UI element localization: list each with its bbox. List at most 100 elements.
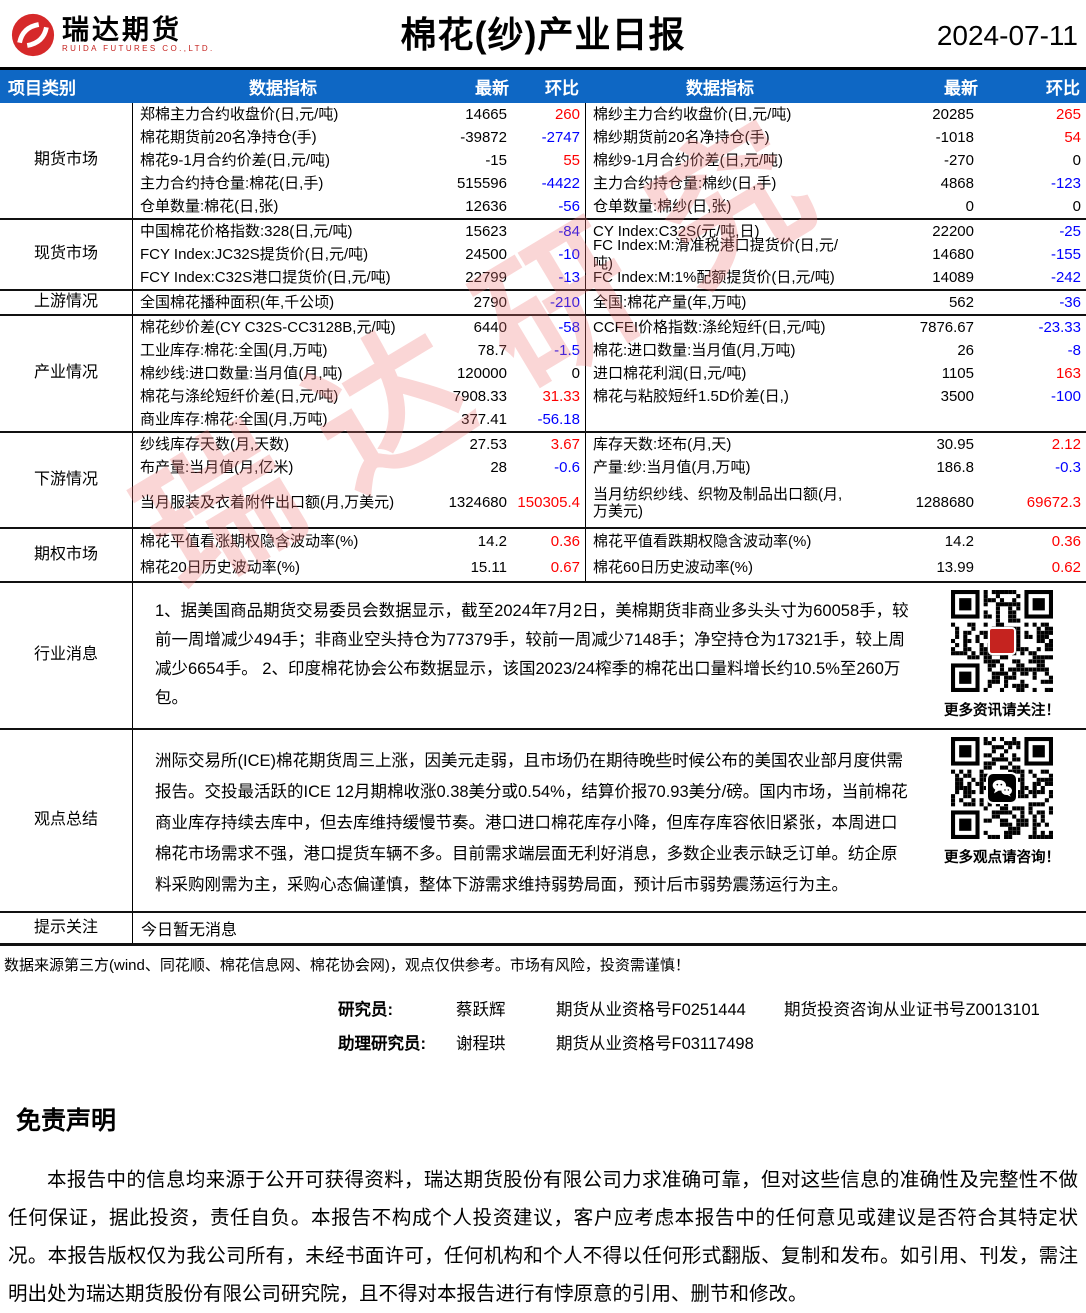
indicator-label: 主力合约持仓量:棉纱(日,手) (585, 172, 855, 195)
change-value: -8 (1067, 341, 1081, 359)
indicator-label: 库存天数:坯布(月,天) (585, 433, 855, 456)
researchers-block: 研究员: 蔡跃辉 期货从业资格号F0251444 期货投资咨询从业证书号Z001… (0, 991, 1086, 1059)
change-value: 0.67 (550, 559, 580, 577)
indicator-label: 棉花:进口数量:当月值(月,万吨) (585, 339, 855, 362)
col-header-chg-l: 环比 (545, 79, 579, 98)
indicator-label: 棉花平值看跌期权隐含波动率(%) (585, 529, 855, 555)
latest-value: 120000 (456, 364, 507, 382)
change-value: 3.67 (550, 435, 580, 453)
latest-value: 14089 (932, 268, 974, 286)
change-value: 55 (563, 151, 580, 169)
change-value: -2747 (541, 128, 580, 146)
table-section: 期货市场 郑棉主力合约收盘价(日,元/吨) 14665 260 棉纱主力合约收盘价(日,… (0, 103, 1086, 218)
notice-text: 今日暂无消息 (141, 922, 238, 939)
indicator-label: 主力合约持仓量:棉花(日,手) (140, 174, 324, 192)
latest-value: 12636 (465, 197, 507, 215)
indicator-label: 全国:棉花产量(年,万吨) (585, 291, 855, 314)
change-value: -25 (1059, 222, 1081, 240)
news-qr-caption: 更多资讯请关注！ (944, 703, 1060, 719)
indicator-label: 棉花20日历史波动率(%) (140, 559, 301, 577)
latest-value: -270 (943, 151, 974, 169)
indicator-label: 仓单数量:棉花(日,张) (140, 197, 279, 215)
change-value: -210 (549, 293, 580, 311)
indicator-label: FCY Index:C32S港口提货价(日,元/吨) (140, 268, 391, 286)
disclaimer-title: 免责声明 (16, 1107, 117, 1135)
change-value: 0.62 (1051, 559, 1081, 577)
change-value: 0 (1072, 197, 1081, 215)
latest-value: 14.2 (477, 533, 507, 551)
change-value: -1.5 (554, 341, 580, 359)
report-date: 2024-07-11 (936, 20, 1078, 51)
latest-value: 1105 (941, 364, 974, 382)
latest-value: 2790 (473, 293, 507, 311)
indicator-label: 棉花9-1月合约价差(日,元/吨) (140, 151, 331, 169)
indicator-label: 中国棉花价格指数:328(日,元/吨) (140, 222, 353, 240)
indicator-label: 产量:纱:当月值(月,万吨) (585, 456, 855, 479)
indicator-label: 棉纱线:进口数量:当月值(月,吨) (140, 364, 343, 382)
logo-name-en: RUIDA FUTURES CO.,LTD. (62, 44, 215, 53)
latest-value: 14.2 (944, 533, 974, 551)
indicator-label: CY Index:C32S(元/吨,日) (585, 220, 855, 243)
change-value: -56 (558, 197, 580, 215)
indicator-label: 棉花期货前20名净持仓(手) (140, 128, 317, 146)
wechat-icon (986, 772, 1018, 804)
change-value: 0.36 (550, 533, 580, 551)
news-qr-box: 更多资讯请关注！ (918, 583, 1086, 728)
col-header-chg-r: 环比 (1046, 79, 1080, 98)
industry-news-text: 1、据美国商品期货交易委员会数据显示，截至2024年7月2日，美棉期货非商业多头… (155, 602, 909, 707)
change-value: -56.18 (537, 410, 580, 428)
change-value: 2.12 (1051, 435, 1081, 453)
change-value: -0.6 (554, 458, 580, 476)
change-value: -155 (1050, 245, 1081, 263)
change-value: -36 (1059, 293, 1081, 311)
change-value: -4422 (541, 174, 580, 192)
change-value: 0 (571, 364, 580, 382)
logo-text: 瑞达期货 RUIDA FUTURES CO.,LTD. (62, 16, 215, 54)
indicator-label: 布产量:当月值(月,亿米) (140, 458, 294, 476)
change-value (988, 408, 1086, 431)
page-title: 棉花(纱)产业日报 (400, 14, 686, 55)
indicator-label: 工业库存:棉花:全国(月,万吨) (140, 341, 328, 359)
change-value: 0 (1072, 151, 1081, 169)
latest-value: 15.11 (470, 559, 507, 577)
indicator-label: 郑棉主力合约收盘价(日,元/吨) (140, 105, 339, 123)
category-cell: 上游情况 (0, 291, 133, 314)
table-body: 期货市场 郑棉主力合约收盘价(日,元/吨) 14665 260 棉纱主力合约收盘价(日,… (0, 103, 1086, 581)
researcher-cert2: 期货投资咨询从业证书号Z0013101 (784, 1001, 1040, 1019)
table-section: 现货市场 中国棉花价格指数:328(日,元/吨) 15623 -84 CY Index:… (0, 218, 1086, 289)
indicator-label: 棉花平值看涨期权隐含波动率(%) (140, 533, 359, 551)
change-value: -23.33 (1038, 318, 1081, 336)
table-section: 期权市场 棉花平值看涨期权隐含波动率(%) 14.2 0.36 棉花平值看跌期权隐含波动… (0, 527, 1086, 581)
latest-value: 13.99 (936, 559, 974, 577)
category-cell: 产业情况 (0, 316, 133, 431)
indicator-label (585, 408, 855, 431)
latest-value: 1288680 (915, 494, 974, 512)
change-value: -100 (1050, 387, 1081, 405)
latest-value: -15 (485, 151, 507, 169)
indicator-label: 纱线库存天数(月,天数) (140, 435, 290, 453)
researcher-row: 研究员: 蔡跃辉 期货从业资格号F0251444 期货投资咨询从业证书号Z001… (338, 991, 1086, 1025)
viewpoint-summary-text: 洲际交易所(ICE)棉花期货周三上涨，因美元走弱，且市场仍在期待晚些时候公布的美… (155, 752, 908, 894)
report-header: 瑞达期货 RUIDA FUTURES CO.,LTD. 棉花(纱)产业日报 20… (0, 0, 1086, 67)
indicator-label: 商业库存:棉花:全国(月,万吨) (140, 410, 328, 428)
latest-value: 30.95 (936, 435, 974, 453)
col-header-latest-l: 最新 (475, 79, 509, 98)
table-section: 下游情况 纱线库存天数(月,天数) 27.53 3.67 库存天数:坯布(月,天) 30.… (0, 431, 1086, 527)
researcher-cert: 期货从业资格号F0251444 (556, 1001, 746, 1019)
change-value: 69672.3 (1026, 494, 1081, 512)
change-value: -84 (558, 222, 580, 240)
latest-value: 562 (948, 293, 974, 311)
table-header-row: 项目类别 数据指标 最新 环比 数据指标 最新 环比 (0, 67, 1086, 103)
data-source-note: 数据来源第三方(wind、同花顺、棉花信息网、棉花协会网)，观点仅供参考。市场有… (4, 957, 690, 974)
indicator-label: FC Index:M:滑准税港口提货价(日,元/吨) (585, 237, 855, 272)
indicator-label: 棉纱主力合约收盘价(日,元/吨) (585, 103, 855, 126)
category-cell: 现货市场 (0, 220, 133, 289)
latest-value: 0 (965, 197, 974, 215)
assistant-name: 谢程珙 (456, 1035, 506, 1053)
change-value: -58 (558, 318, 580, 336)
category-cell: 期货市场 (0, 103, 133, 218)
researcher-name: 蔡跃辉 (456, 1001, 506, 1019)
assistant-label: 助理研究员: (338, 1035, 426, 1053)
latest-value: 515596 (456, 174, 507, 192)
summary-qr-box: 更多观点请咨询！ (918, 730, 1086, 911)
